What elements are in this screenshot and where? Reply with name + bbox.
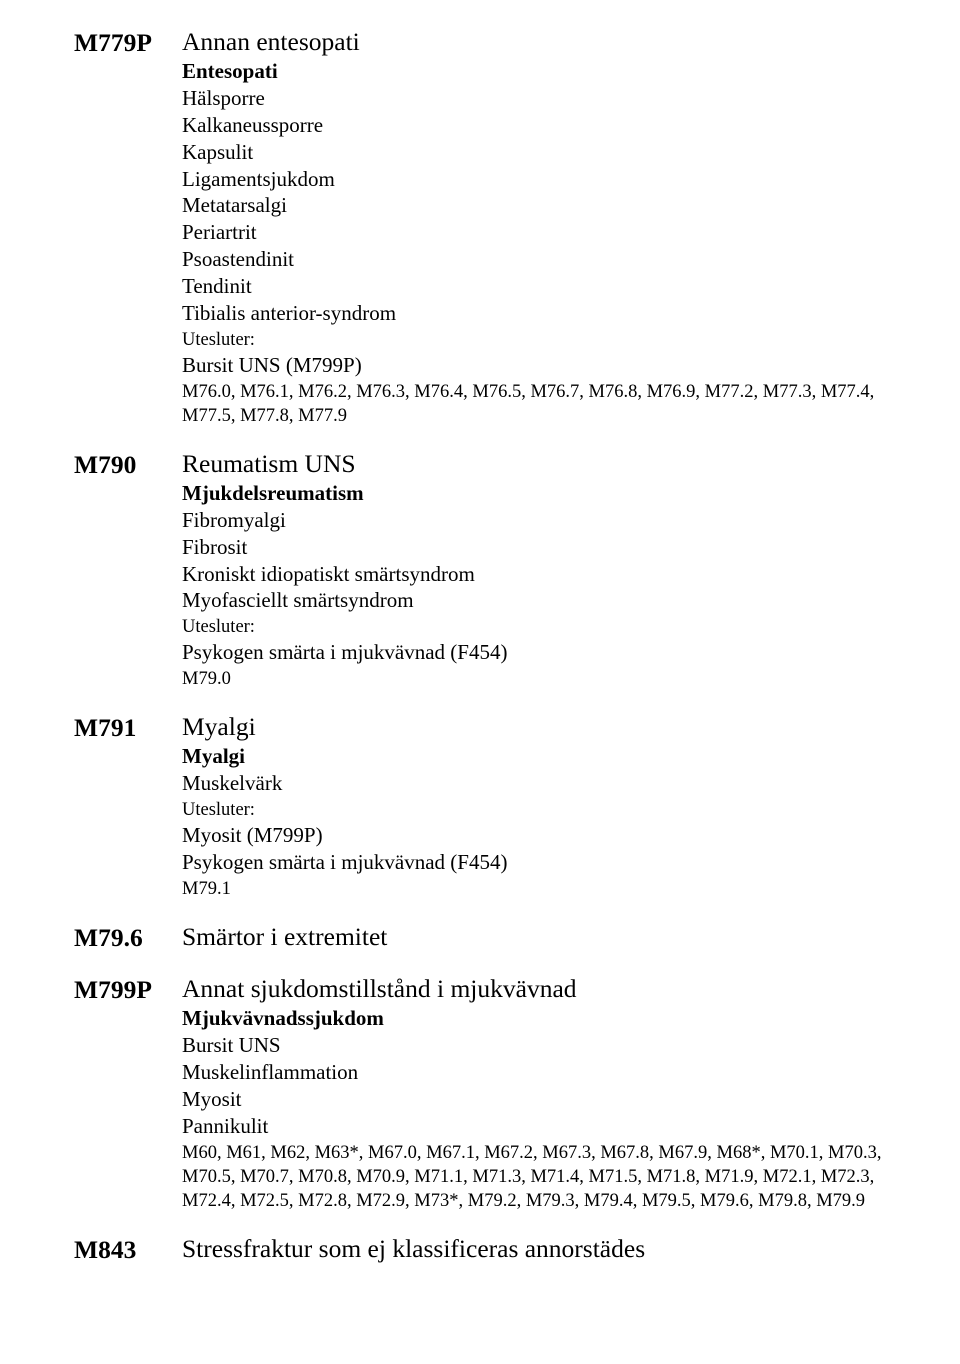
excludes-item: Psykogen smärta i mjukvävnad (F454) xyxy=(182,849,900,876)
entry-term: Myosit xyxy=(182,1086,900,1113)
entry-code: M779P xyxy=(74,26,182,58)
entry-term: Tendinit xyxy=(182,273,900,300)
entry-term: Fibromyalgi xyxy=(182,507,900,534)
entry-body: Annat sjukdomstillstånd i mjukvävnad Mju… xyxy=(182,973,900,1213)
entry-code: M843 xyxy=(74,1233,182,1265)
entry-subtitle: Mjukdelsreumatism xyxy=(182,480,900,507)
entry-term: Kroniskt idiopatiskt smärtsyndrom xyxy=(182,561,900,588)
excludes-label: Utesluter: xyxy=(182,328,900,352)
entry-body: Annan entesopati Entesopati Hälsporre Ka… xyxy=(182,26,900,428)
entry-term: Psoastendinit xyxy=(182,246,900,273)
entry-term: Muskelinflammation xyxy=(182,1059,900,1086)
excludes-item: Bursit UNS (M799P) xyxy=(182,352,900,379)
entry-subtitle: Myalgi xyxy=(182,743,900,770)
entry-term: Pannikulit xyxy=(182,1113,900,1140)
excludes-item: Psykogen smärta i mjukvävnad (F454) xyxy=(182,639,900,666)
entry-term: Hälsporre xyxy=(182,85,900,112)
entry-title: Annan entesopati xyxy=(182,26,900,57)
entry-body: Smärtor i extremitet xyxy=(182,921,900,953)
entry-term: Ligamentsjukdom xyxy=(182,166,900,193)
entry-term: Kalkaneussporre xyxy=(182,112,900,139)
entry-subtitle: Entesopati xyxy=(182,58,900,85)
code-entry: M791 Myalgi Myalgi Muskelvärk Utesluter:… xyxy=(74,711,900,901)
entry-body: Myalgi Myalgi Muskelvärk Utesluter: Myos… xyxy=(182,711,900,901)
excludes-label: Utesluter: xyxy=(182,615,900,639)
code-entry: M799P Annat sjukdomstillstånd i mjukvävn… xyxy=(74,973,900,1213)
entry-title: Myalgi xyxy=(182,711,900,742)
code-entry: M79.6 Smärtor i extremitet xyxy=(74,921,900,953)
entry-title: Smärtor i extremitet xyxy=(182,921,900,952)
entry-mapping: M79.1 xyxy=(182,877,900,901)
entry-code: M790 xyxy=(74,448,182,480)
entry-term: Myofasciellt smärtsyndrom xyxy=(182,587,900,614)
entry-subtitle: Mjukvävnadssjukdom xyxy=(182,1005,900,1032)
entry-term: Muskelvärk xyxy=(182,770,900,797)
code-entry: M790 Reumatism UNS Mjukdelsreumatism Fib… xyxy=(74,448,900,691)
entry-mapping: M79.0 xyxy=(182,667,900,691)
entry-title: Annat sjukdomstillstånd i mjukvävnad xyxy=(182,973,900,1004)
entry-title: Reumatism UNS xyxy=(182,448,900,479)
code-entry: M843 Stressfraktur som ej klassificeras … xyxy=(74,1233,900,1265)
excludes-label: Utesluter: xyxy=(182,798,900,822)
entry-term: Metatarsalgi xyxy=(182,192,900,219)
entry-term: Tibialis anterior-syndrom xyxy=(182,300,900,327)
entry-term: Fibrosit xyxy=(182,534,900,561)
entry-body: Reumatism UNS Mjukdelsreumatism Fibromya… xyxy=(182,448,900,691)
document-page: M779P Annan entesopati Entesopati Hälspo… xyxy=(0,0,960,1325)
entry-term: Bursit UNS xyxy=(182,1032,900,1059)
entry-mapping: M76.0, M76.1, M76.2, M76.3, M76.4, M76.5… xyxy=(182,380,900,428)
excludes-item: Myosit (M799P) xyxy=(182,822,900,849)
entry-code: M799P xyxy=(74,973,182,1005)
entry-term: Kapsulit xyxy=(182,139,900,166)
entry-title: Stressfraktur som ej klassificeras annor… xyxy=(182,1233,900,1264)
code-entry: M779P Annan entesopati Entesopati Hälspo… xyxy=(74,26,900,428)
entry-body: Stressfraktur som ej klassificeras annor… xyxy=(182,1233,900,1265)
entry-term: Periartrit xyxy=(182,219,900,246)
entry-mapping: M60, M61, M62, M63*, M67.0, M67.1, M67.2… xyxy=(182,1141,900,1213)
entry-code: M791 xyxy=(74,711,182,743)
entry-code: M79.6 xyxy=(74,921,182,953)
